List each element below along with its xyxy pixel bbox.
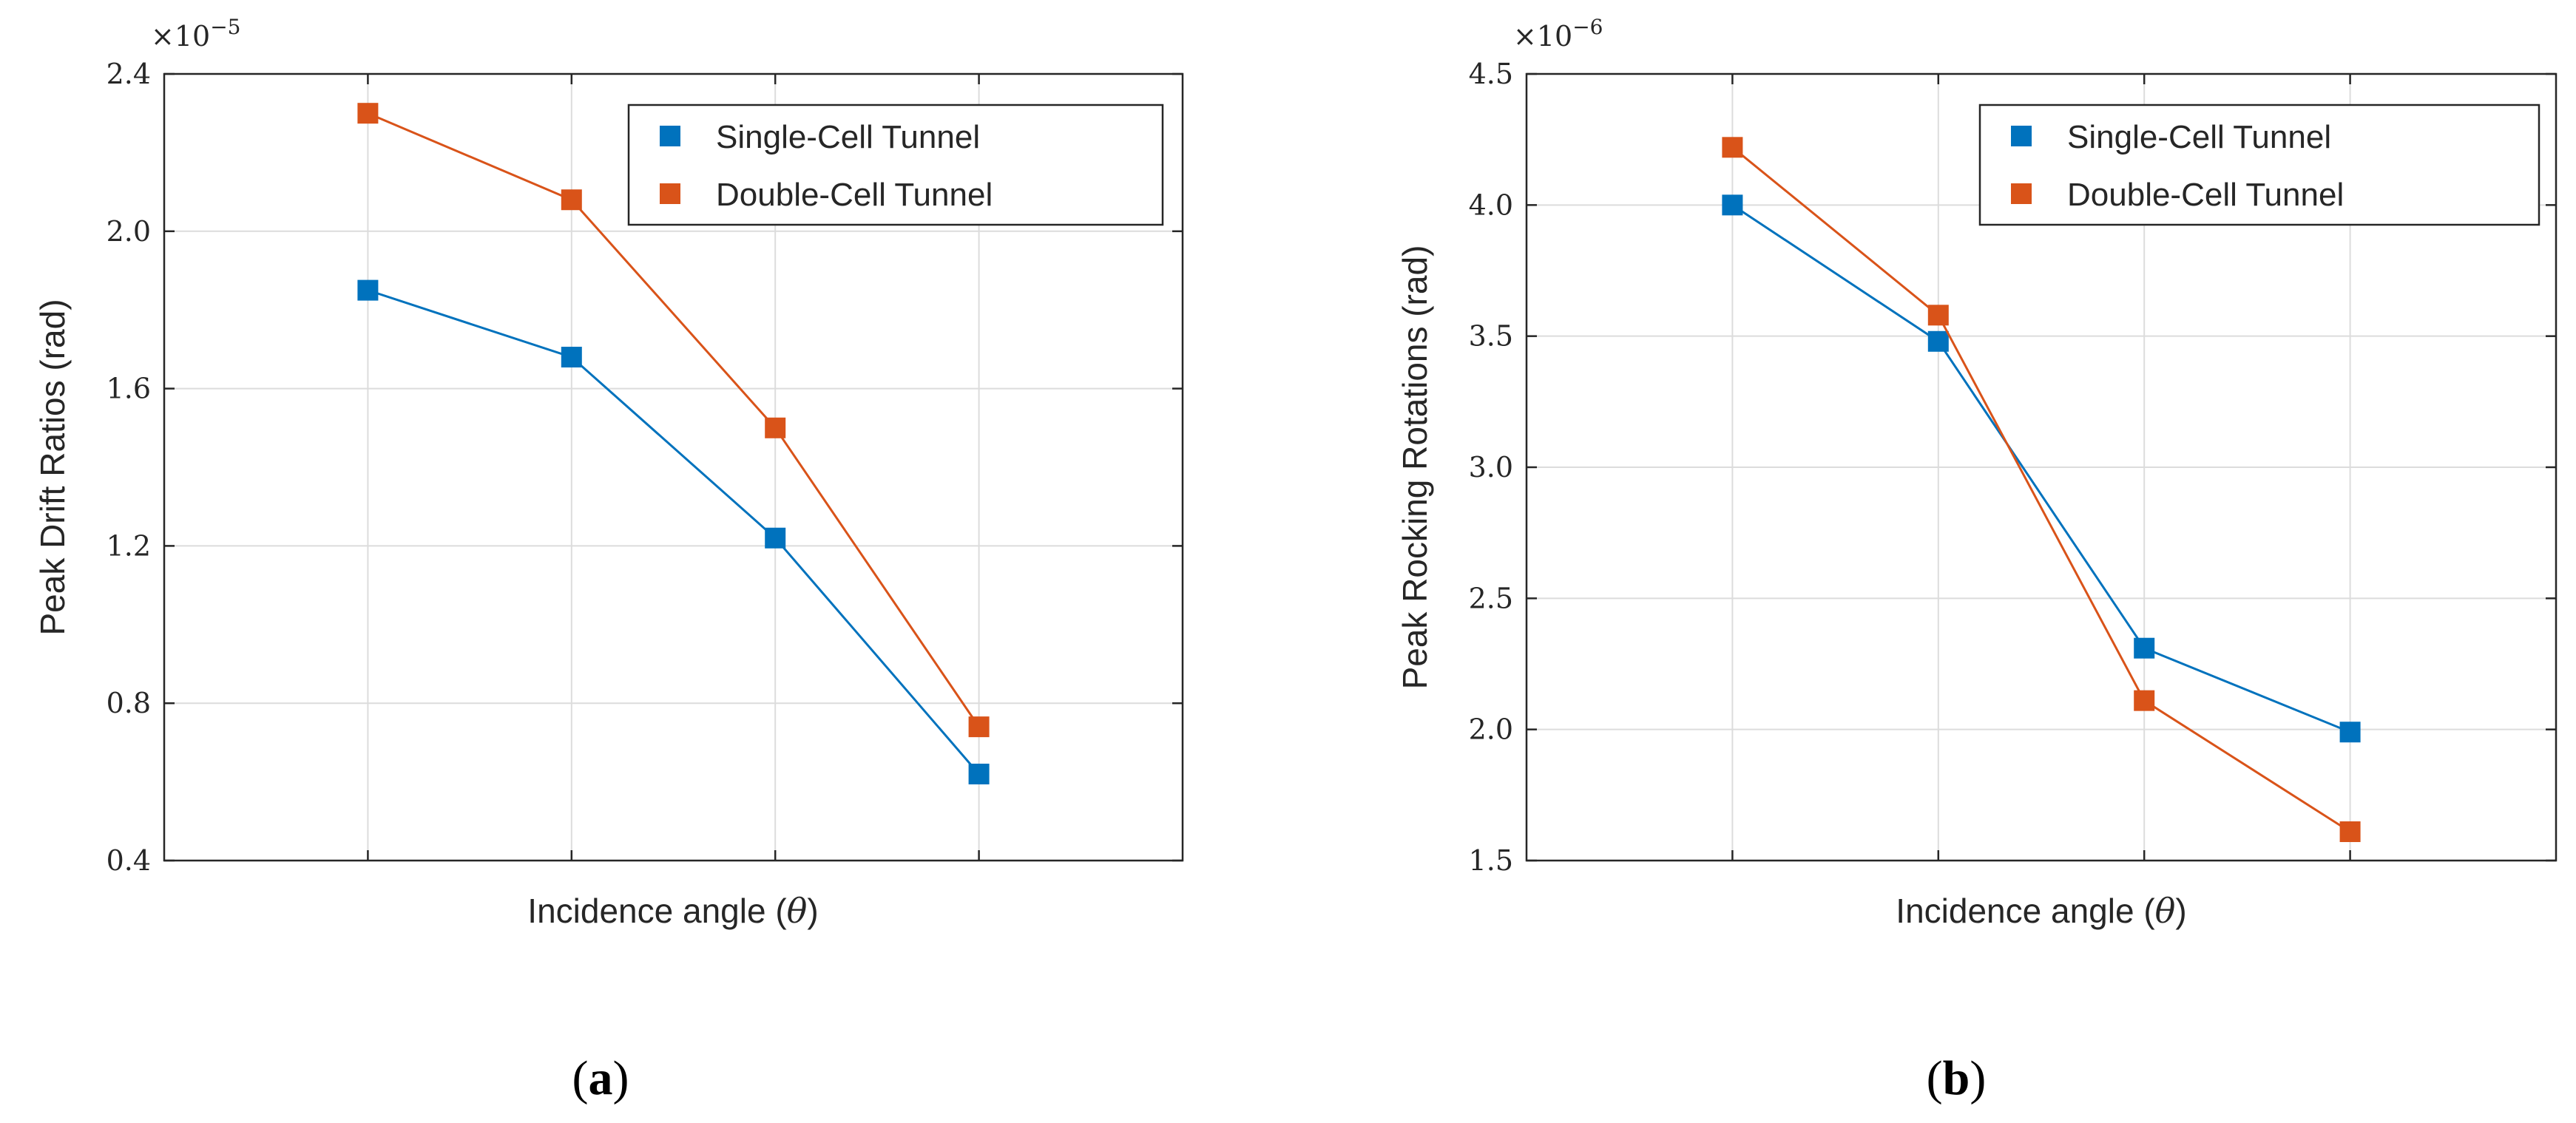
series-line-double-cell [1731, 146, 2351, 833]
chart-panel-a: 0.4 0.8 1.2 1.6 2.0 2.4×10−5 Peak Drift Ratios… [33, 15, 1184, 1105]
y-tick-label: 2.4 [107, 58, 151, 90]
data-point-double-cell [561, 189, 582, 211]
data-point-single-cell [2134, 637, 2155, 659]
y-tick-label: 4.0 [1469, 189, 1513, 221]
legend-label: Single-Cell Tunnel [716, 119, 980, 155]
panel-label-part: ( [572, 1051, 589, 1105]
legend-box [1978, 104, 2540, 226]
y-axis-multiplier-base: ×10 [151, 20, 210, 52]
panel-label: (a) [572, 1051, 629, 1105]
panel-label: (b) [1927, 1051, 1987, 1105]
y-axis-multiplier-base: ×10 [1513, 20, 1572, 52]
series-line-single-cell [367, 289, 980, 775]
data-point-single-cell [357, 279, 379, 301]
data-point-double-cell [1722, 137, 1743, 158]
y-tick-label: 3.5 [1469, 320, 1513, 353]
legend-label: Double-Cell Tunnel [716, 177, 993, 213]
legend-label: Single-Cell Tunnel [2067, 119, 2331, 155]
x-axis-label: Incidence angle (θ) [1896, 891, 2186, 931]
x-axis-label-part: ) [2175, 892, 2186, 930]
y-axis-multiplier: ×10−5 [151, 15, 240, 52]
data-point-single-cell [561, 347, 582, 368]
panel-label-part: b [1943, 1051, 1970, 1105]
data-point-double-cell [1927, 305, 1949, 326]
data-point-double-cell [357, 103, 379, 124]
panel-label-part: ( [1927, 1051, 1943, 1105]
data-point-double-cell [2339, 821, 2361, 842]
y-axis-multiplier-exponent: −5 [210, 15, 240, 39]
legend-label: Double-Cell Tunnel [2067, 177, 2344, 213]
legend-marker [2011, 183, 2032, 204]
y-tick-label: 2.0 [1469, 713, 1513, 746]
panel-label-part: ) [613, 1051, 629, 1105]
legend-marker [660, 126, 680, 146]
plot-frame [163, 72, 1184, 862]
legend-marker [660, 183, 680, 204]
data-point-double-cell [2134, 690, 2155, 711]
data-point-single-cell [2339, 722, 2361, 743]
series-line-single-cell [1731, 204, 2351, 733]
x-axis-label: Incidence angle (θ) [527, 891, 818, 931]
y-tick-label: 2.0 [107, 215, 151, 248]
data-point-double-cell [765, 417, 786, 438]
data-point-single-cell [1722, 194, 1743, 216]
y-tick-label: 1.2 [107, 529, 151, 562]
y-tick-label: 2.5 [1469, 582, 1513, 614]
data-point-single-cell [968, 763, 990, 784]
x-axis-label-part: ) [807, 892, 818, 930]
y-tick-label: 1.5 [1469, 844, 1513, 877]
panel-label-part: a [589, 1051, 613, 1105]
y-tick-label: 1.6 [107, 373, 151, 405]
y-axis-label: Peak Rocking Rotations (rad) [1396, 245, 1434, 690]
legend-marker [2011, 126, 2032, 146]
panel-label-part: ) [1970, 1051, 1986, 1105]
y-tick-label: 3.0 [1469, 451, 1513, 484]
x-axis-label-part: θ [2155, 891, 2176, 931]
chart-panel-b: 1.5 2.0 2.5 3.0 3.5 4.0 4.5×10−6 Peak Rocking R… [1396, 15, 2558, 1105]
data-point-double-cell [968, 716, 990, 738]
x-axis-label-part: Incidence angle ( [1896, 892, 2155, 930]
y-axis-multiplier: ×10−6 [1513, 15, 1603, 52]
data-point-single-cell [1927, 330, 1949, 352]
y-axis-label: Peak Drift Ratios (rad) [33, 299, 72, 635]
y-tick-label: 0.4 [107, 844, 151, 877]
y-tick-label: 4.5 [1469, 58, 1513, 90]
series-line-double-cell [367, 112, 980, 727]
y-tick-label: 0.8 [107, 687, 151, 719]
legend-box [627, 104, 1164, 226]
x-axis-label-part: θ [787, 891, 808, 931]
y-axis-multiplier-exponent: −6 [1572, 15, 1603, 39]
x-axis-label-part: Incidence angle ( [527, 892, 787, 930]
data-point-single-cell [765, 527, 786, 549]
